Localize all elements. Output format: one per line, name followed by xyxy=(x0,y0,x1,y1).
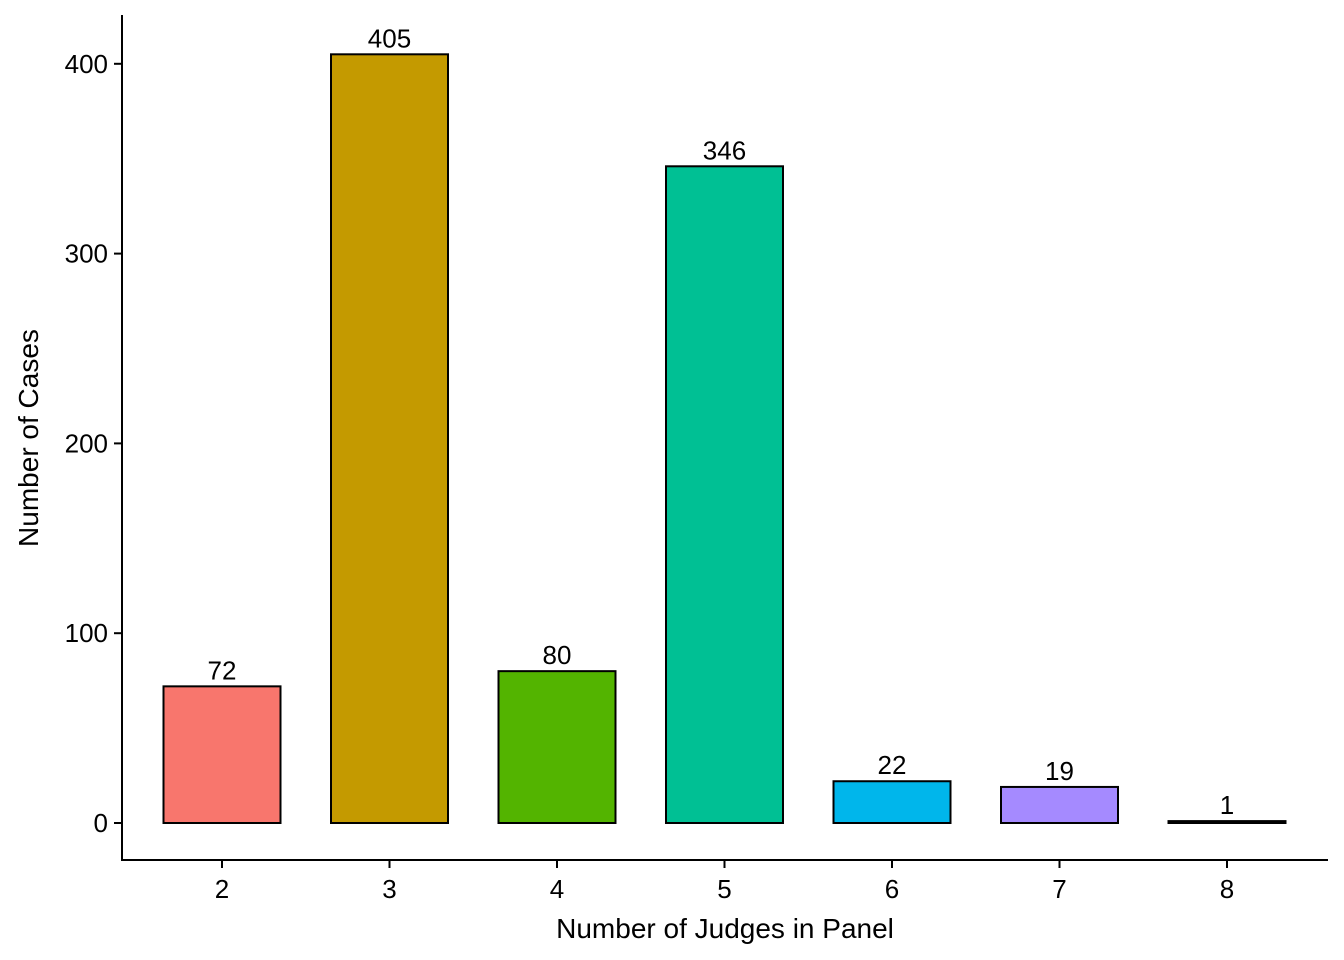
y-axis: 0 100 200 300 400 xyxy=(65,15,123,861)
data-label-4: 80 xyxy=(543,640,572,670)
y-axis-title: Number of Cases xyxy=(13,329,44,547)
bar-8 xyxy=(1167,820,1287,824)
x-tick-label-2: 2 xyxy=(215,874,229,904)
x-tick-label-3: 3 xyxy=(382,874,396,904)
y-tick-label-200: 200 xyxy=(65,428,108,458)
bar-4 xyxy=(497,670,617,824)
data-label-6: 22 xyxy=(878,750,907,780)
data-label-8: 1 xyxy=(1220,790,1234,820)
bar-2 xyxy=(162,685,282,824)
bar-7 xyxy=(1000,785,1119,824)
bars-group xyxy=(162,53,1287,825)
x-tick-label-7: 7 xyxy=(1052,874,1066,904)
x-tick-label-4: 4 xyxy=(550,874,564,904)
data-label-2: 72 xyxy=(208,655,237,685)
y-tick-label-0: 0 xyxy=(94,808,108,838)
y-tick-label-400: 400 xyxy=(65,49,108,79)
x-tick-label-5: 5 xyxy=(717,874,731,904)
x-axis: 2 3 4 5 6 7 8 xyxy=(121,859,1328,904)
data-label-5: 346 xyxy=(703,135,746,165)
x-tick-label-6: 6 xyxy=(885,874,899,904)
x-axis-title: Number of Judges in Panel xyxy=(556,913,894,944)
y-tick-label-300: 300 xyxy=(65,239,108,269)
y-tick-label-100: 100 xyxy=(65,618,108,648)
x-tick-label-8: 8 xyxy=(1220,874,1234,904)
data-label-3: 405 xyxy=(368,23,411,53)
data-labels-group: 72 405 80 346 22 19 1 xyxy=(208,23,1235,820)
bar-5 xyxy=(665,165,784,825)
bar-6 xyxy=(832,780,952,825)
bar-3 xyxy=(330,53,449,825)
data-label-7: 19 xyxy=(1045,756,1074,786)
